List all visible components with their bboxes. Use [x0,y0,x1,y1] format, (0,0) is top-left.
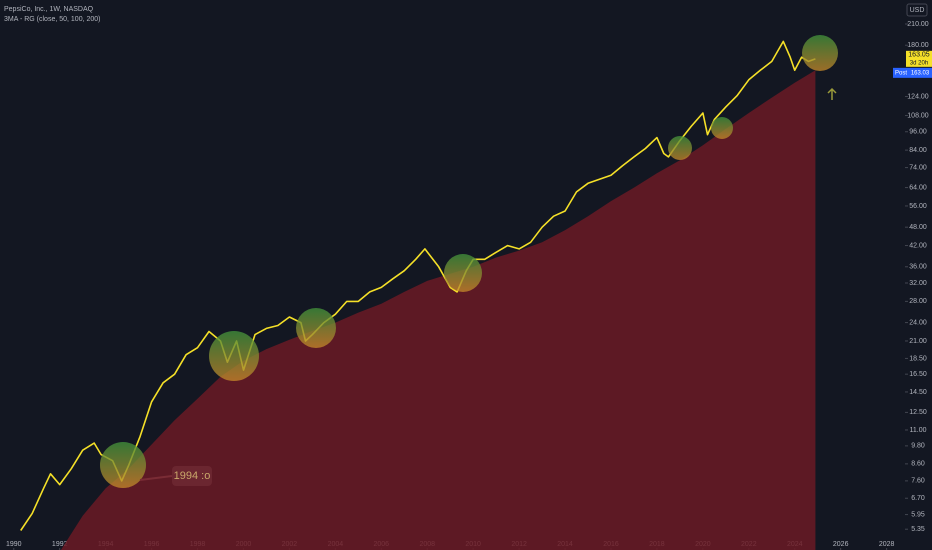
highlight-circle [668,136,692,160]
highlight-circle [802,35,838,71]
chart-subtitle: 3MA - RG (close, 50, 100, 200) [4,16,101,23]
countdown: 3d 20h [910,60,928,66]
plot-area: 1990199219941996199820002002200420062008… [6,40,895,550]
highlight-circle [711,117,733,139]
price-line [20,40,816,531]
y-tick-label: 12.50 [909,409,927,416]
highlight-circle [209,331,259,381]
annotation-box [172,466,212,486]
y-tick-label: 124.00 [907,93,929,100]
y-tick-label: 32.00 [909,280,927,287]
y-tick-label: 84.00 [909,147,927,154]
y-tick-label: 16.50 [909,371,927,378]
y-tick-label: 180.00 [907,42,929,49]
x-tick-label: 2028 [879,541,895,548]
price-axis [905,0,932,550]
y-tick-label: 7.60 [911,478,925,485]
y-tick-label: 74.00 [909,164,927,171]
annotation-line [139,475,173,481]
highlights: 1994 :o [100,35,838,488]
y-tick-label: 21.00 [909,338,927,345]
y-tick-label: 5.95 [911,511,925,518]
arrow [827,87,837,100]
last-price: 163.05 [908,52,930,59]
y-tick-label: 9.80 [911,443,925,450]
y-tick-label: 24.00 [909,319,927,326]
highlight-circle [100,442,146,488]
y-tick-label: 18.50 [909,355,927,362]
annotation: 1994 :o [174,470,211,482]
ma-area [60,70,816,550]
currency: USD [910,7,925,14]
y-tick-label: 6.70 [911,495,925,502]
y-tick-label: 5.35 [911,526,925,533]
y-tick-label: 36.00 [909,264,927,271]
y-tick-label: 96.00 [909,129,927,136]
y-tick-label: 48.00 [909,224,927,231]
currency-box [906,3,928,17]
highlight-circle [296,308,336,348]
x-tick-label: 1992 [52,541,68,548]
y-tick-label: 108.00 [907,112,929,119]
y-tick-label: 8.60 [911,461,925,468]
post-price: 163.03 [911,70,930,76]
chart-title: PepsiCo, Inc., 1W, NASDAQ [4,6,94,13]
y-tick-label: 11.00 [910,427,927,434]
x-tick-label: 1990 [6,541,22,548]
highlight-circle [444,254,482,292]
y-tick-label: 42.00 [909,242,927,249]
post-label: Post [895,70,907,76]
y-tick-label: 56.00 [909,203,927,210]
y-tick-label: 210.00 [907,21,929,28]
post-price-box [893,67,932,78]
y-tick-label: 64.00 [909,184,927,191]
x-tick-label: 2026 [833,541,849,548]
y-tick-label: 14.50 [909,389,927,396]
y-axis: 5.35 5.95 6.70 7.60 8.60 9.80 11.00 12.50 14.50 1… [893,21,932,533]
last-price-box [906,50,932,67]
y-tick-label: 28.00 [909,298,927,305]
